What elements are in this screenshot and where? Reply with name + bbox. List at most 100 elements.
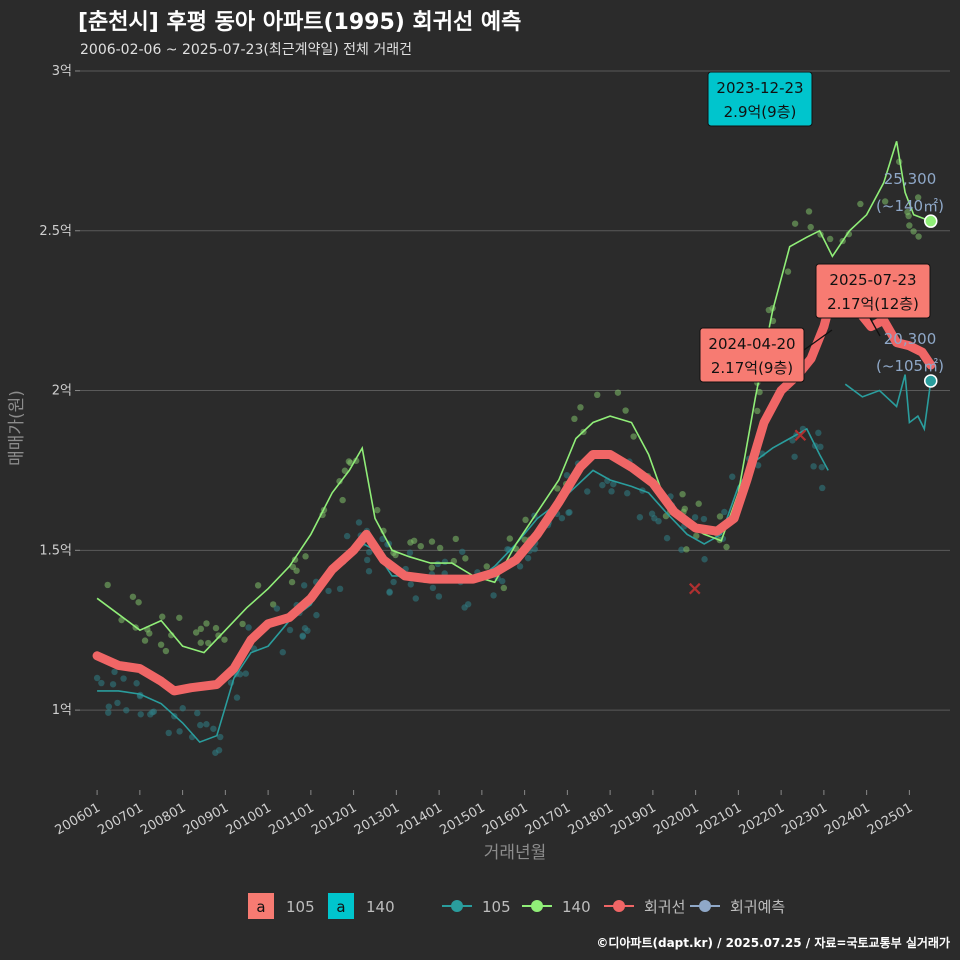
scatter-point: [754, 407, 761, 415]
y-tick-label: 1.5억: [39, 543, 72, 558]
scatter-point: [571, 415, 578, 423]
scatter-point: [679, 490, 686, 498]
scatter-point: [299, 632, 306, 639]
scatter-point: [695, 500, 702, 507]
scatter-point: [506, 535, 514, 542]
scatter-point: [203, 721, 210, 728]
scatter-point: [336, 585, 344, 593]
cancelled-mark: [794, 429, 807, 442]
scatter-point: [137, 711, 144, 718]
scatter-point: [129, 593, 137, 600]
scatter-point: [197, 721, 204, 729]
scatter-point: [693, 532, 700, 540]
scatter-point: [500, 584, 508, 592]
scatter-point: [343, 532, 351, 540]
scatter-point: [914, 194, 922, 201]
scatter-point: [159, 613, 166, 620]
scatter-point: [784, 268, 792, 275]
callout-box: [699, 327, 805, 383]
scatter-point: [599, 481, 606, 489]
chart-subtitle: 2006-02-06 ~ 2025-07-23(최근계약일) 전체 거래건: [80, 42, 412, 58]
scatter-point: [436, 544, 444, 552]
scatter-point: [279, 649, 286, 656]
scatter-point: [462, 555, 469, 562]
callout-date: 2023-12-23: [716, 79, 803, 97]
scatter-point: [522, 516, 529, 524]
scatter-point: [233, 694, 241, 701]
scatter-point: [345, 458, 353, 465]
callout-value: 2.17억(9층): [711, 359, 793, 377]
x-axis-title: 거래년월: [484, 843, 547, 863]
scatter-point: [435, 593, 443, 600]
callout-box: [815, 263, 931, 319]
legend-label: 140: [366, 898, 395, 916]
legend: a 105 a 140 105 140 회귀선 회귀예측: [248, 893, 785, 919]
legend-dot: [613, 900, 625, 912]
scatter-point: [406, 549, 414, 556]
scatter-point: [817, 443, 824, 451]
scatter-point: [428, 564, 436, 571]
legend-dot: [699, 900, 711, 912]
scatter-point: [390, 578, 397, 586]
scatter-point: [407, 539, 414, 546]
scatter-point: [194, 709, 201, 717]
callout-box: [707, 71, 813, 127]
scatter-point: [683, 546, 690, 553]
scatter-point: [915, 233, 922, 240]
scatter-point: [242, 670, 249, 677]
legend-label: 105: [286, 898, 315, 916]
scatter-point: [678, 546, 685, 553]
scatter-point: [379, 535, 386, 543]
scatter-point: [531, 545, 538, 553]
scatter-point: [845, 230, 853, 238]
scatter-point: [663, 534, 671, 542]
scatter-point: [210, 725, 217, 732]
scatter-point: [111, 668, 118, 676]
scatter-point: [286, 626, 294, 634]
scatter-point: [429, 584, 437, 592]
scatter-point: [691, 514, 699, 521]
end-label-value: 25,300: [884, 170, 937, 188]
legend-swatch: [248, 893, 274, 919]
legend-label: 105: [482, 898, 511, 916]
scatter-point: [630, 433, 637, 440]
scatter-point: [807, 223, 814, 231]
scatter-point: [165, 729, 172, 737]
legend-dot: [451, 900, 463, 912]
scatter-point: [135, 599, 142, 606]
scatter-point: [818, 463, 825, 471]
y-tick-labels: 1억 1.5억 2억 2.5억 3억: [39, 64, 72, 718]
end-label-unit: (~140㎡): [876, 197, 944, 215]
scatter-point: [765, 306, 773, 314]
legend-key: a: [336, 898, 345, 916]
scatter-point: [723, 543, 730, 551]
scatter-point: [269, 601, 277, 608]
scatter-point: [554, 485, 561, 492]
legend-label: 140: [562, 898, 591, 916]
scatter-point: [336, 478, 343, 485]
legend-label: 회귀선: [644, 898, 685, 916]
scatter-point: [93, 674, 101, 682]
scatter-point: [452, 535, 459, 543]
callouts: 2023-12-23 2.9억(9층) 2025-07-23 2.17억(12층) 20…: [699, 71, 931, 383]
scatter-point: [302, 553, 309, 560]
scatter-point: [109, 681, 117, 688]
callout-leader: [869, 317, 881, 337]
scatter-point: [105, 709, 112, 716]
scatter-point: [114, 699, 121, 707]
scatter-point: [754, 462, 762, 469]
scatter-point: [636, 514, 644, 521]
legend-label: 회귀예측: [730, 898, 785, 916]
scatter-point: [594, 391, 601, 399]
y-axis-title: 매매가(원): [7, 390, 27, 466]
scatter-point: [221, 636, 228, 643]
callout-leader: [803, 329, 833, 351]
scatter-point: [293, 567, 300, 574]
scatter-point: [558, 514, 566, 522]
scatter-point: [906, 222, 913, 229]
scatter-point: [791, 453, 798, 460]
scatter-point: [681, 505, 688, 512]
scatter-point: [141, 637, 149, 644]
scatter-point: [355, 519, 363, 526]
